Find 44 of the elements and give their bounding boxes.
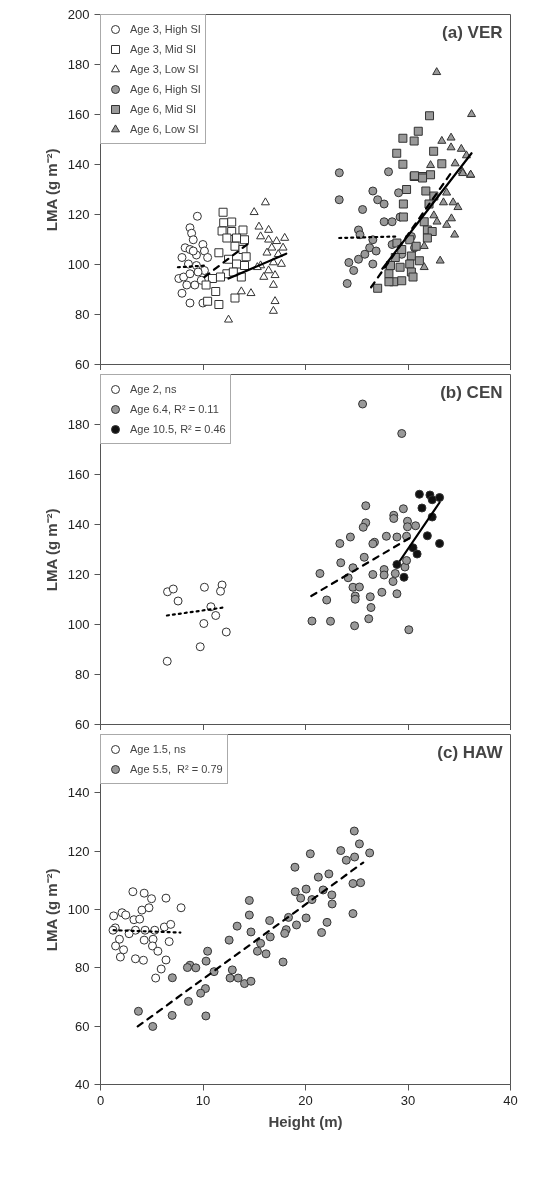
text: (b) CEN bbox=[440, 382, 503, 402]
legend-label: Age 3, Mid SI bbox=[130, 42, 197, 57]
legend-label: Age 2, ns bbox=[130, 382, 177, 397]
legend-label: Age 6, High SI bbox=[130, 82, 201, 97]
y-axis-title: LMA (g m⁻²) bbox=[42, 148, 60, 232]
y-tick-label: 140 bbox=[67, 157, 90, 172]
y-axis-title: LMA (g m⁻²) bbox=[42, 508, 60, 592]
y-tick-label: 160 bbox=[67, 467, 90, 482]
text: (a) VER bbox=[442, 22, 503, 42]
legend-label: Age 5.5, R² = 0.79 bbox=[130, 762, 223, 777]
text: (c) HAW bbox=[437, 742, 504, 762]
legend-label: Age 6, Mid SI bbox=[130, 102, 197, 117]
y-tick-label: 140 bbox=[67, 517, 90, 532]
y-tick-label: 80 bbox=[75, 667, 90, 682]
y-axis-title: LMA (g m⁻²) bbox=[42, 868, 60, 952]
x-axis-title: Height (m) bbox=[268, 1112, 343, 1130]
y-tick-label: 100 bbox=[67, 257, 90, 272]
y-tick-label: 60 bbox=[75, 717, 90, 732]
legend-label: Age 6.4, R² = 0.11 bbox=[130, 402, 219, 417]
y-tick-label: 100 bbox=[67, 617, 90, 632]
y-tick-label: 80 bbox=[75, 960, 90, 976]
x-tick-label: 10 bbox=[195, 1092, 211, 1108]
y-tick-label: 60 bbox=[75, 357, 90, 372]
x-tick-label: 0 bbox=[96, 1092, 105, 1108]
y-tick-label: 120 bbox=[67, 207, 90, 222]
legend-label: Age 3, High SI bbox=[130, 22, 201, 37]
y-tick-label: 60 bbox=[75, 1018, 90, 1034]
y-tick-label: 180 bbox=[67, 57, 90, 72]
y-tick-label: 40 bbox=[75, 1077, 90, 1092]
legend-label: Age 3, Low SI bbox=[130, 62, 199, 77]
y-tick-label: 100 bbox=[67, 902, 90, 917]
legend-label: Age 1.5, ns bbox=[130, 742, 186, 757]
y-tick-label: 120 bbox=[67, 567, 90, 582]
legend-label: Age 6, Low SI bbox=[130, 122, 199, 137]
legend-label: Age 10.5, R² = 0.46 bbox=[130, 422, 226, 437]
y-tick-label: 80 bbox=[75, 307, 90, 322]
x-tick-label: 20 bbox=[298, 1092, 313, 1108]
x-tick-label: 30 bbox=[400, 1092, 416, 1108]
y-tick-label: 160 bbox=[67, 107, 90, 122]
y-tick-label: 180 bbox=[67, 417, 90, 432]
y-tick-label: 120 bbox=[67, 843, 90, 859]
y-tick-label: 140 bbox=[67, 785, 90, 801]
y-tick-label: 200 bbox=[67, 7, 90, 22]
x-tick-label: 40 bbox=[503, 1092, 518, 1108]
